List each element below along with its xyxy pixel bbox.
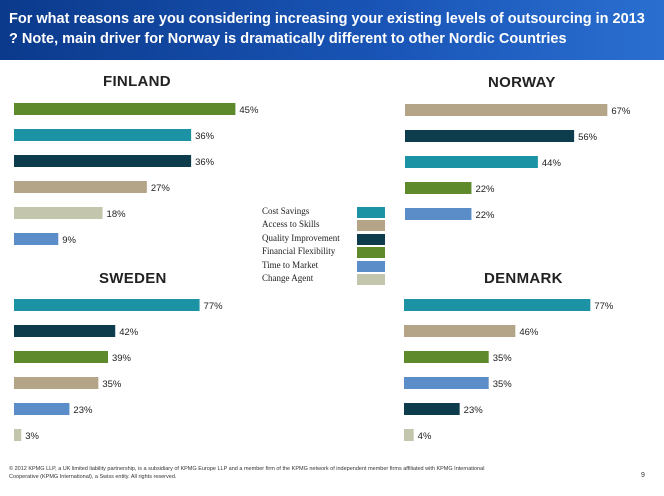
data-label: 4% — [418, 431, 432, 442]
legend-label: Time to Market — [262, 259, 319, 270]
chart-title-finland: FINLAND — [103, 73, 171, 90]
bar-sweden-access-to-skills — [14, 377, 99, 389]
footer-copyright: © 2012 KPMG LLP, a UK limited liability … — [9, 466, 485, 480]
bar-sweden-quality-improvement — [14, 325, 116, 337]
bar-finland-quality-improvement — [14, 155, 192, 167]
bar-denmark-quality-improvement — [404, 403, 460, 415]
bar-norway-time-to-market — [405, 208, 472, 220]
chart-sweden: 77% 42% 39% 35% 23% 3% — [14, 299, 223, 442]
legend-item: Quality Improvement — [262, 233, 392, 246]
data-label: 39% — [112, 353, 132, 364]
chart-title-norway: NORWAY — [488, 74, 556, 91]
chart-norway: 67% 56% 44% 22% 22% — [405, 104, 631, 221]
legend: Cost Savings Access to Skills Quality Impr… — [262, 206, 392, 286]
bar-norway-quality-improvement — [405, 130, 575, 142]
data-label: 3% — [25, 431, 39, 442]
legend-swatch-icon — [357, 233, 385, 245]
data-label: 56% — [578, 132, 598, 143]
data-label: 22% — [475, 210, 495, 221]
data-label: 44% — [542, 158, 562, 169]
legend-label: Access to Skills — [262, 219, 320, 230]
page-number: 9 — [641, 472, 645, 479]
chart-title-sweden: SWEDEN — [99, 270, 167, 287]
bar-finland-access-to-skills — [14, 181, 147, 193]
bar-finland-change-agent — [14, 207, 103, 219]
data-label: 27% — [151, 183, 171, 194]
legend-swatch-icon — [357, 247, 385, 259]
data-label: 42% — [119, 327, 139, 338]
data-label: 23% — [73, 405, 93, 416]
legend-item: Change Agent — [262, 273, 392, 286]
legend-swatch-icon — [357, 207, 385, 218]
data-label: 22% — [475, 184, 495, 195]
page-title: For what reasons are you considering inc… — [9, 11, 645, 47]
bar-denmark-access-to-skills — [404, 325, 516, 337]
legend-label: Change Agent — [262, 272, 314, 283]
data-label: 35% — [493, 353, 513, 364]
bar-norway-cost-savings — [405, 156, 538, 168]
legend-item: Time to Market — [262, 260, 392, 273]
data-label: 35% — [493, 379, 513, 390]
chart-finland: 45% 36% 36% 27% 18% 9% — [14, 103, 259, 246]
data-label: 77% — [594, 301, 614, 312]
data-label: 46% — [519, 327, 539, 338]
legend-item: Cost Savings — [262, 206, 392, 219]
bar-norway-financial-flexibility — [405, 182, 472, 194]
bar-sweden-cost-savings — [14, 299, 200, 311]
legend-swatch-icon — [357, 220, 385, 232]
data-label: 45% — [239, 105, 259, 116]
data-label: 9% — [62, 235, 76, 246]
bar-denmark-time-to-market — [404, 377, 489, 389]
bar-sweden-time-to-market — [14, 403, 70, 415]
chart-title-denmark: DENMARK — [484, 270, 563, 287]
bar-finland-cost-savings — [14, 129, 192, 141]
legend-item: Access to Skills — [262, 219, 392, 232]
bar-finland-time-to-market — [14, 233, 59, 245]
bar-sweden-change-agent — [14, 429, 22, 441]
data-label: 67% — [611, 106, 631, 117]
bar-denmark-change-agent — [404, 429, 414, 441]
legend-item: Financial Flexibility — [262, 246, 392, 259]
legend-label: Cost Savings — [262, 206, 310, 216]
data-label: 18% — [107, 209, 127, 220]
data-label: 35% — [102, 379, 122, 390]
legend-swatch-icon — [357, 260, 385, 272]
chart-denmark: 77% 46% 35% 35% 23% 4% — [404, 299, 614, 442]
legend-label: Quality Improvement — [262, 232, 340, 243]
bar-denmark-cost-savings — [404, 299, 591, 311]
header-banner: For what reasons are you considering inc… — [0, 0, 664, 60]
legend-swatch-icon — [357, 273, 385, 285]
data-label: 36% — [195, 131, 215, 142]
data-label: 77% — [204, 301, 224, 312]
bar-norway-access-to-skills — [405, 104, 608, 116]
bar-sweden-financial-flexibility — [14, 351, 108, 363]
data-label: 23% — [464, 405, 484, 416]
bar-finland-financial-flexibility — [14, 103, 236, 115]
bar-denmark-financial-flexibility — [404, 351, 489, 363]
legend-label: Financial Flexibility — [262, 246, 336, 257]
data-label: 36% — [195, 157, 215, 168]
